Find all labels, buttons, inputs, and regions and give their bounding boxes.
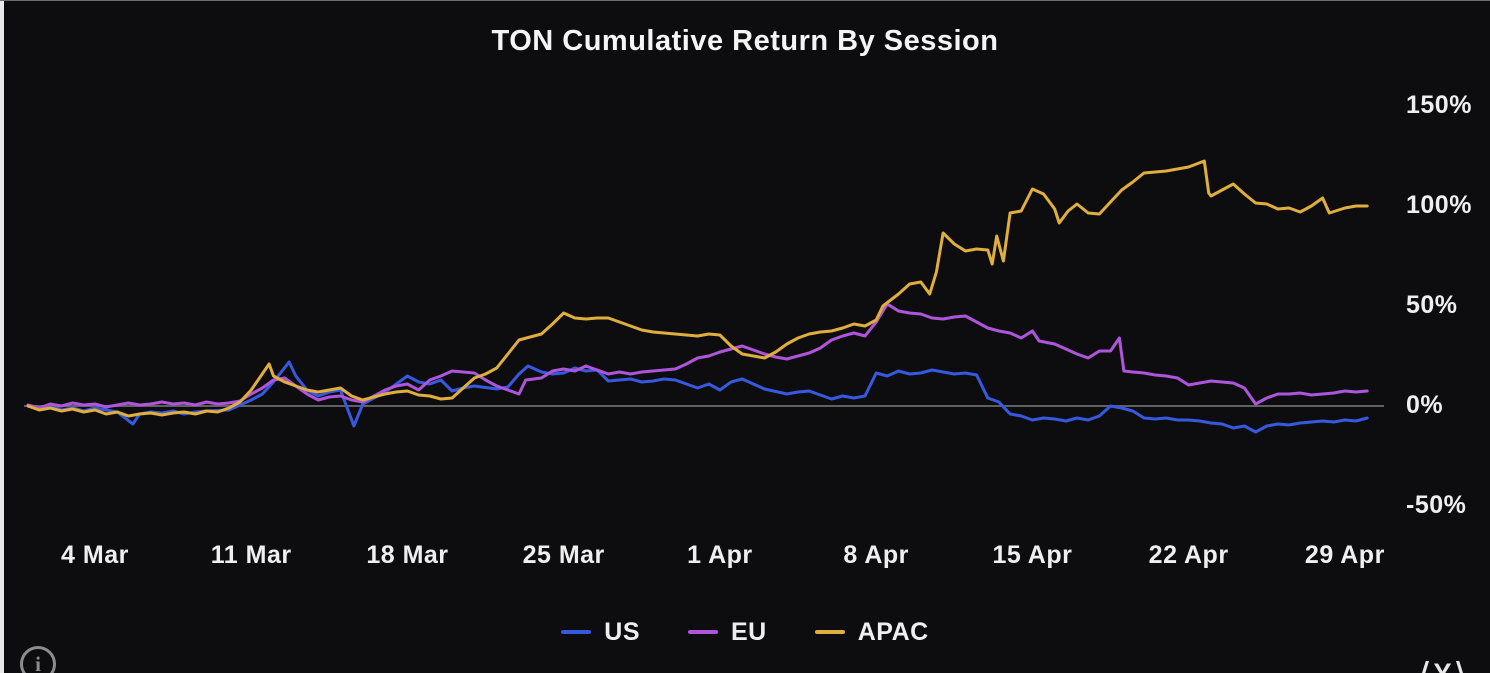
series-line-eu	[28, 304, 1367, 408]
x-axis-label: 4 Mar	[61, 541, 129, 570]
legend-swatch-icon	[561, 630, 591, 634]
x-axis-label: 25 Mar	[523, 541, 605, 570]
y-axis-label: 0%	[1406, 391, 1490, 420]
legend-swatch-icon	[815, 630, 845, 634]
x-axis-label: 11 Mar	[211, 541, 292, 570]
legend-label: APAC	[858, 618, 929, 647]
x-axis-label: 18 Mar	[366, 541, 448, 570]
series-line-us	[28, 362, 1367, 432]
legend-item-us[interactable]: US	[561, 618, 640, 647]
legend: US EU APAC	[0, 615, 1490, 649]
info-icon: i	[35, 652, 41, 673]
x-axis-label: 22 Apr	[1149, 541, 1229, 570]
series-line-apac	[28, 161, 1367, 416]
y-axis-label: 100%	[1406, 191, 1490, 220]
legend-swatch-icon	[688, 630, 718, 634]
watermark-logo: ⟨Y⟩	[1420, 658, 1468, 673]
x-axis-label: 29 Apr	[1305, 541, 1385, 570]
y-axis-label: -50%	[1406, 491, 1490, 520]
y-axis-label: 50%	[1406, 291, 1490, 320]
legend-item-eu[interactable]: EU	[688, 618, 767, 647]
legend-label: EU	[731, 618, 767, 647]
x-axis-label: 15 Apr	[992, 541, 1072, 570]
legend-label: US	[604, 618, 640, 647]
y-axis-label: 150%	[1406, 91, 1490, 120]
legend-item-apac[interactable]: APAC	[815, 618, 929, 647]
x-axis-label: 1 Apr	[687, 541, 752, 570]
x-axis-label: 8 Apr	[843, 541, 908, 570]
